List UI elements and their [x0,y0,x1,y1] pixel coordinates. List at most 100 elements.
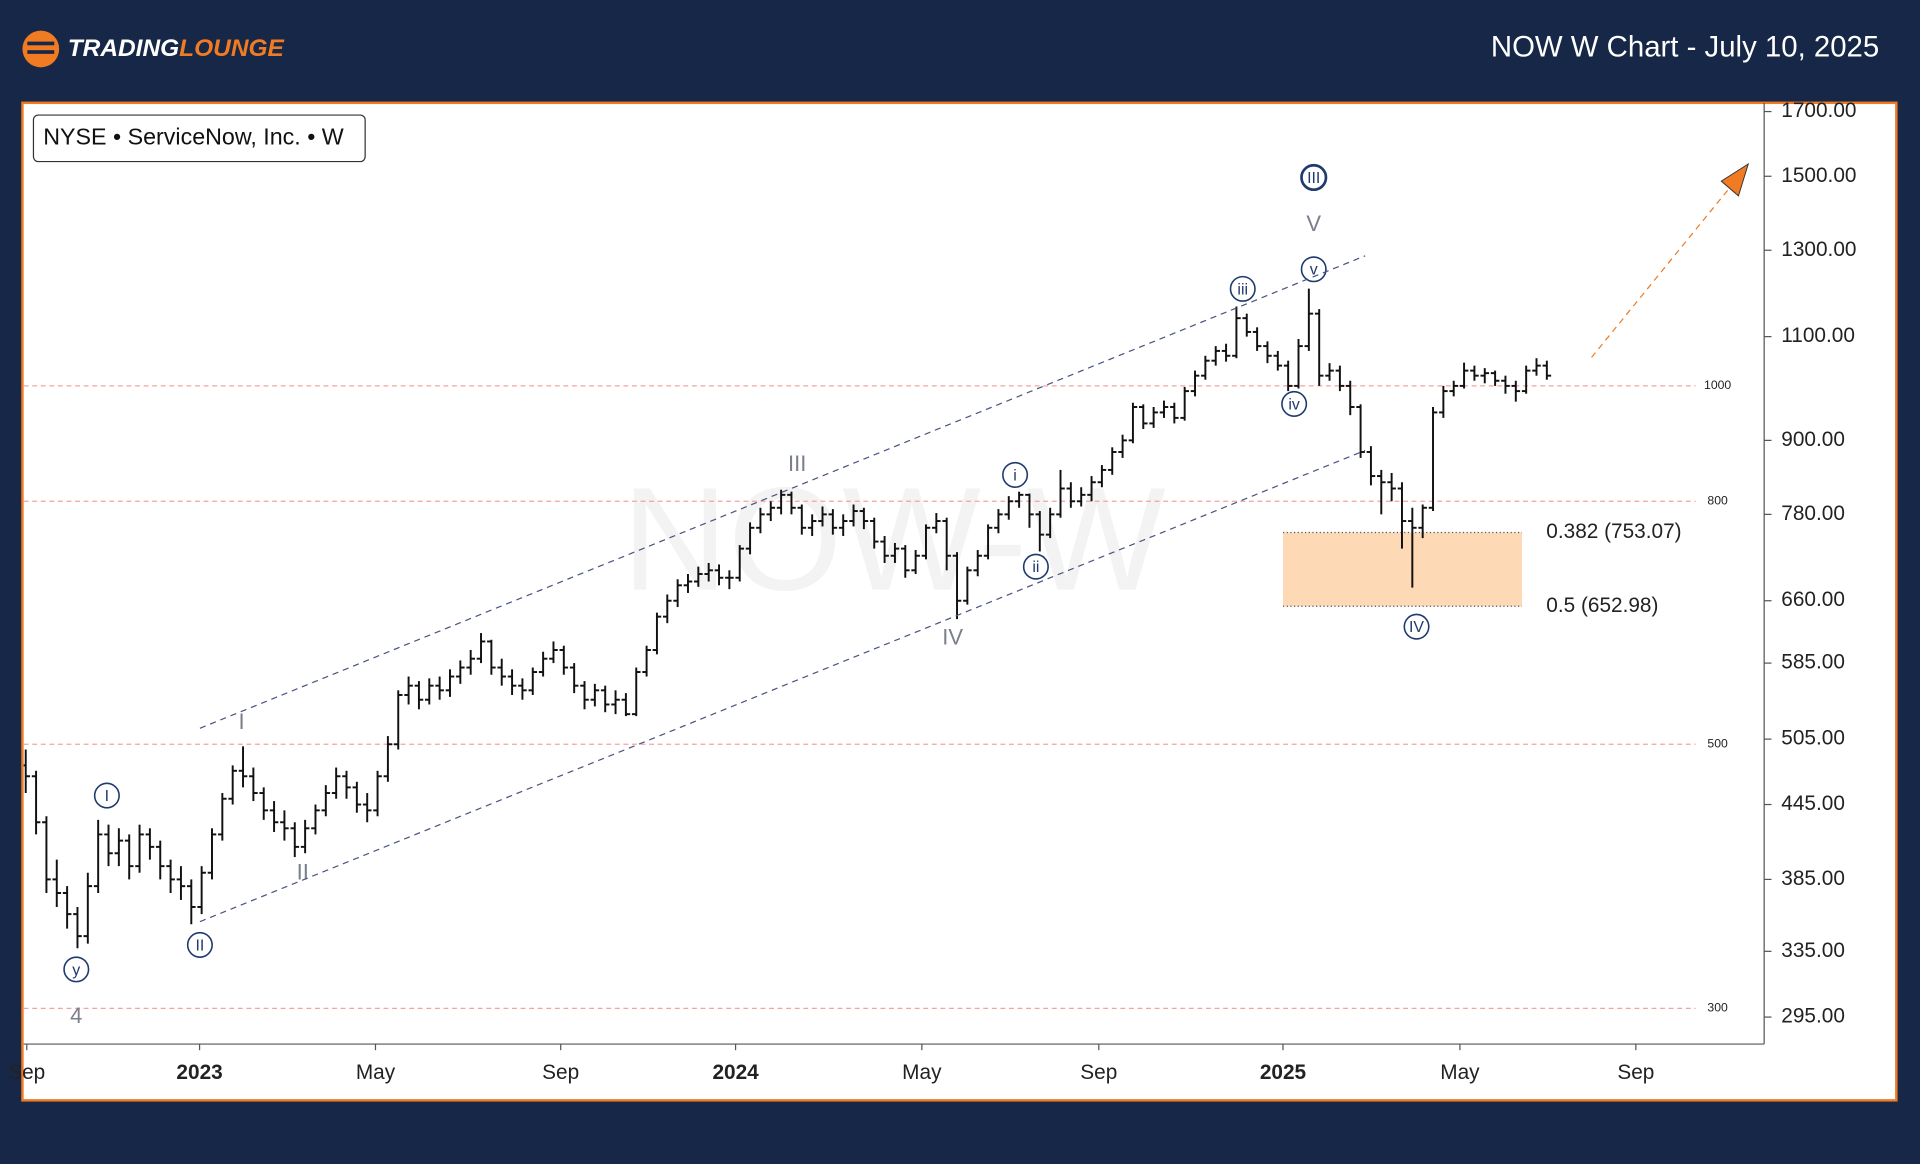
ohlc-bar [1045,507,1055,539]
ohlc-bar [663,594,672,624]
ohlc-bar [911,550,920,575]
ohlc-bar [559,645,569,675]
ohlc-bar [1325,363,1334,381]
ohlc-bar [714,564,724,586]
wave-label: 4 [70,1003,82,1028]
ohlc-bar [1408,507,1417,588]
ohlc-bar [1242,313,1252,337]
ohlc-bar [1428,407,1438,512]
brand-first: TRADING [68,36,179,63]
ohlc-bar [1511,380,1521,402]
ohlc-bar [321,785,331,817]
ohlc-bar [1159,400,1169,418]
ohlc-bar [1480,368,1490,384]
y-tick-label: 1100.00 [1781,324,1855,347]
x-tick-label: Sep [1080,1061,1117,1084]
ohlc-bar [1459,362,1469,389]
ohlc-bar [42,816,51,894]
ohlc-bar [1004,496,1014,520]
ohlc-bar [1170,402,1179,424]
ohlc-bar [694,566,703,587]
ohlc-bar [1139,404,1148,430]
ohlc-bar [1314,309,1324,386]
legend: NYSE • ServiceNow, Inc. • W [32,114,366,163]
plot-layer: 1000 800 500 300 1700.00 1500.00 1300.00 1100.0… [8,99,1856,1084]
x-tick-label: 2023 [176,1061,222,1084]
ohlc-bar [187,879,196,925]
wave-label: III [788,451,806,476]
wave-label: i [1013,467,1017,484]
ohlc-bar [166,859,175,894]
ohlc-bar [393,690,403,750]
ohlc-bar [1490,370,1500,386]
ohlc-bar [549,641,558,664]
ohlc-bar [787,491,796,515]
ohlc-bar [93,819,103,894]
ohlc-bar [952,552,962,620]
ohlc-bar [1014,491,1024,508]
ohlc-bar [880,536,889,563]
ohlc-bar [1273,350,1283,371]
ohlc-bar [932,513,941,534]
wave-circle [186,931,213,958]
ohlc-bar [849,504,858,527]
ohlc-bar [83,872,93,944]
ohlc-bar [425,678,434,705]
ohlc-bar [1542,360,1552,380]
ohlc-bar [518,678,527,700]
wave-circle [1229,275,1256,302]
ohlc-bar [569,663,579,694]
ohlc-bar [435,676,444,700]
ohlc-bar [145,828,155,860]
ohlc-bar [797,504,807,535]
ohlc-bar [1025,493,1034,528]
ohlc-bar [1232,306,1241,359]
wave-label: I [105,788,109,805]
ohlc-bar [456,660,465,684]
legend-box [32,114,366,163]
ohlc-bar [62,886,72,929]
ohlc-bar [1366,446,1376,486]
ohlc-bar [1066,482,1076,508]
ohlc-bar [1056,469,1065,518]
ohlc-bar [342,770,351,799]
ohlc-bar [1076,487,1086,507]
ohlc-bar [73,906,82,949]
ohlc-bar [1439,385,1448,418]
ohlc-bar [1377,469,1386,515]
ohlc-bar [352,781,362,813]
brand: TRADINGLOUNGE [68,36,285,63]
wave-label: II [195,937,204,954]
y-tick-label: 780.00 [1781,502,1845,525]
ohlc-bar [725,570,734,590]
ohlc-bar [766,501,776,522]
ohlc-bar [218,793,227,841]
ohlc-bar [538,651,548,677]
price-line-label: 500 [1707,737,1728,751]
ohlc-bar [1149,407,1158,428]
ohlc-bar [228,765,237,805]
ohlc-bar [621,693,631,717]
ohlc-bar [859,507,869,530]
fib-label: 0.382 (753.07) [1546,520,1681,543]
ohlc-bar [207,828,217,880]
ohlc-bar [124,834,134,880]
ohlc-bar [1294,338,1303,389]
ohlc-bar [383,736,393,782]
price-line-label: 800 [1707,494,1728,508]
ohlc-bar [642,645,651,677]
y-tick-label: 295.00 [1781,1005,1845,1028]
ohlc-bar [114,828,124,867]
y-tick-label: 1300.00 [1781,238,1856,261]
drawings [199,162,1750,923]
y-tick-label: 660.00 [1781,588,1845,611]
ohlc-bar [776,489,786,515]
wave-circle [1022,553,1049,580]
wave-circle [1002,461,1029,488]
ohlc-bar [1418,504,1427,539]
ohlc-bar [818,506,827,527]
ohlc-bar [487,639,496,675]
ohlc-bar [1304,288,1314,351]
ohlc-bar [1356,404,1365,458]
